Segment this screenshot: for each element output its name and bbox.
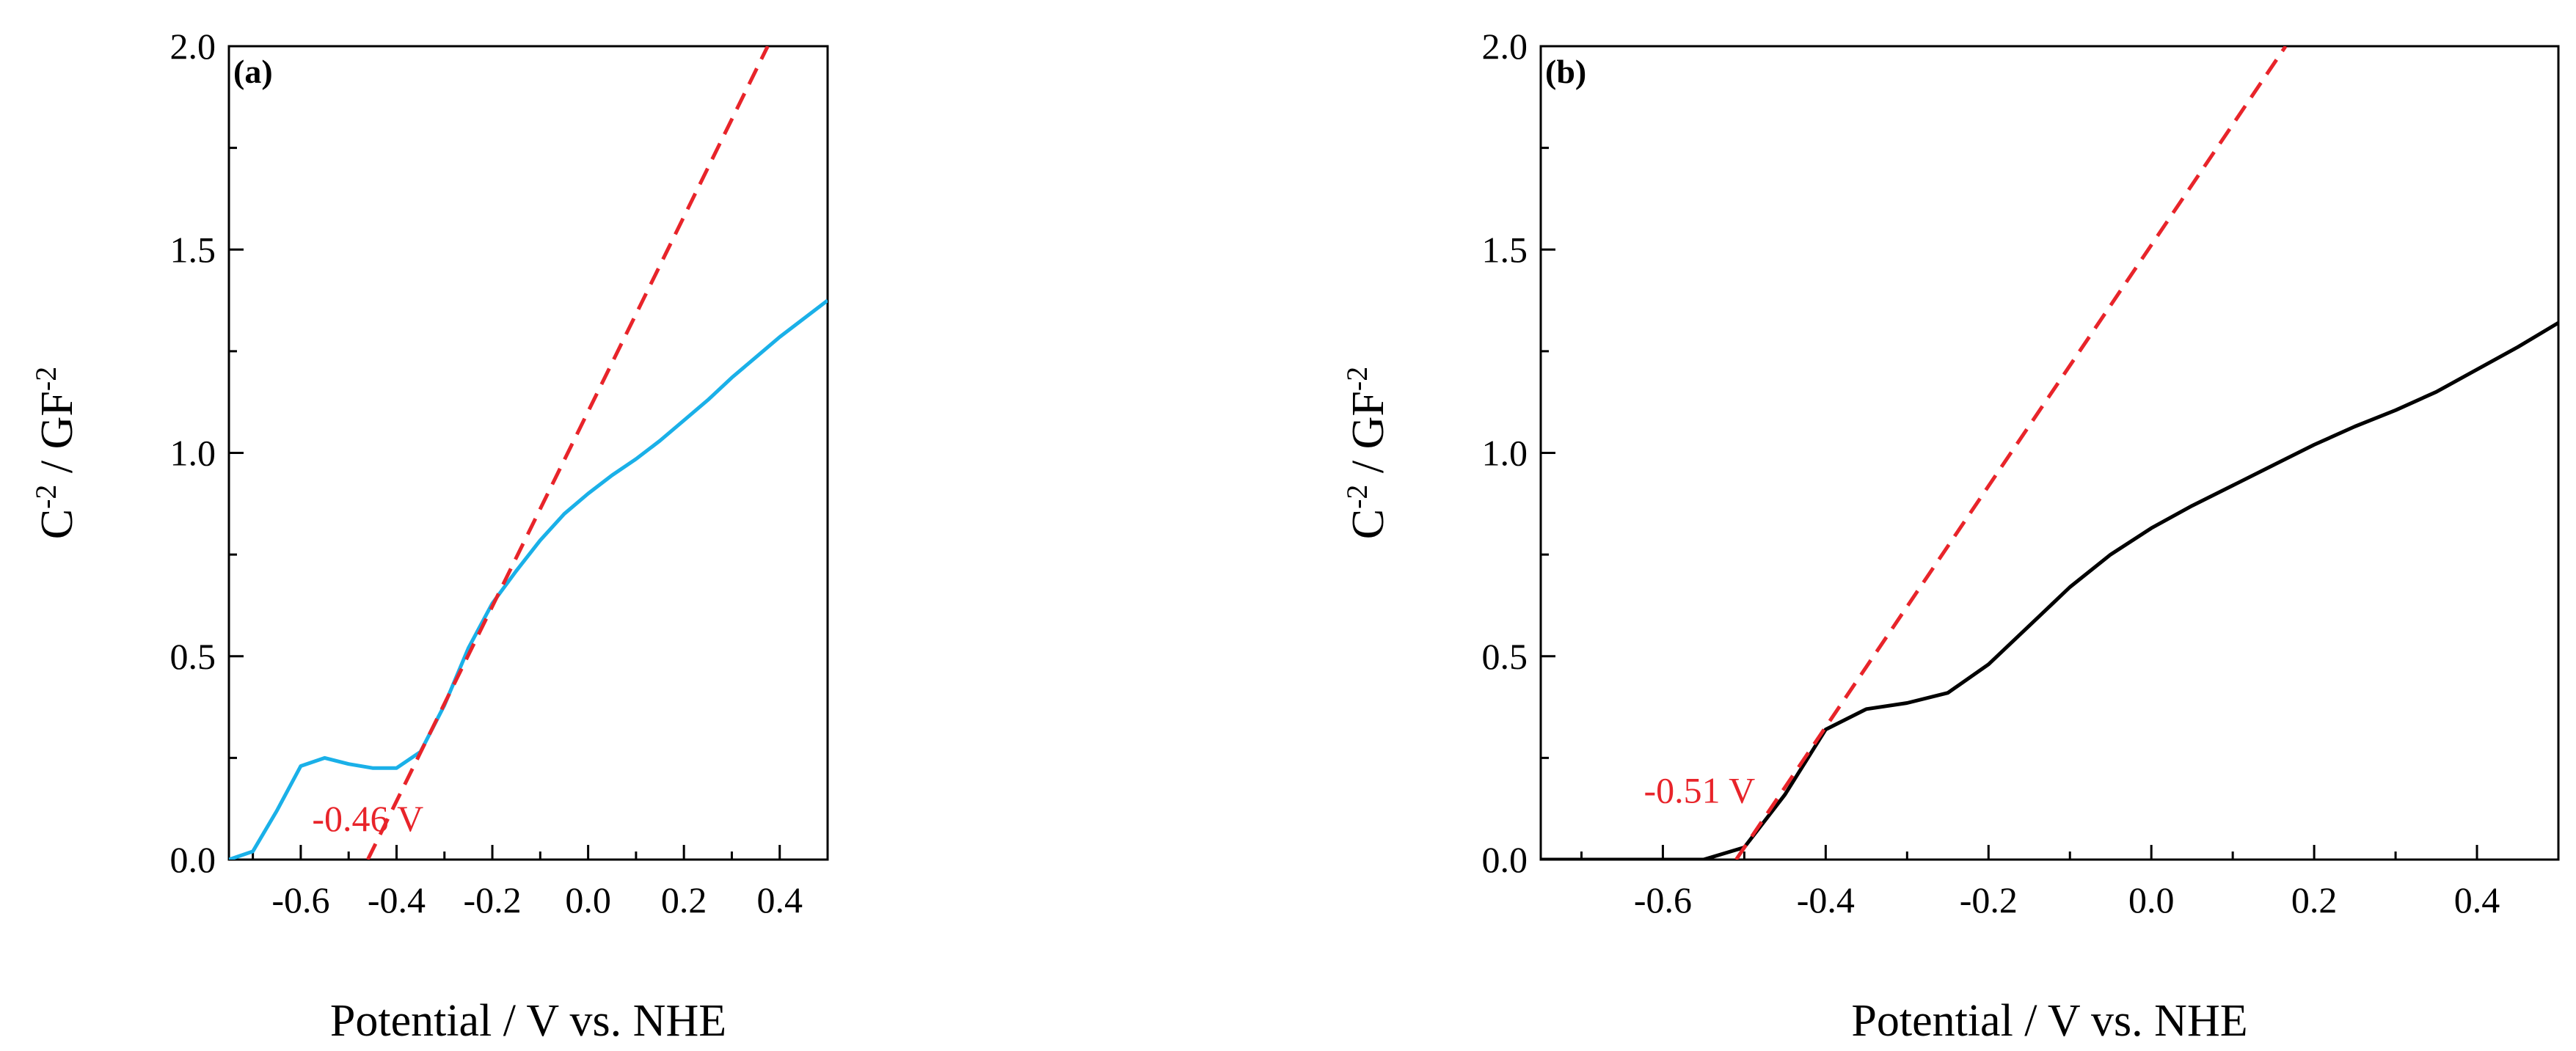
y-axis-label-superscript: -2 xyxy=(29,367,62,391)
y-tick-label: 1.5 xyxy=(170,229,216,270)
data-series-line xyxy=(1541,321,2558,860)
x-tick-label: -0.4 xyxy=(1797,879,1855,920)
y-tick-label: 2.0 xyxy=(170,26,216,67)
plot-frame xyxy=(1539,45,2560,861)
y-tick-label: 0.0 xyxy=(170,839,216,880)
x-tick-label: 0.0 xyxy=(2128,879,2175,920)
y-axis-label-part: C xyxy=(1343,509,1393,539)
y-axis-label: C-2 / GF-2 xyxy=(29,367,83,540)
y-axis-label-superscript: -2 xyxy=(1340,485,1373,509)
intercept-annotation: -0.46 V xyxy=(312,798,423,839)
x-tick-label: 0.4 xyxy=(756,879,803,920)
x-tick-label: 0.0 xyxy=(565,879,611,920)
y-tick-label: 1.0 xyxy=(1482,433,1528,474)
y-axis-label-superscript: -2 xyxy=(29,485,62,509)
x-tick-label: -0.6 xyxy=(1634,879,1692,920)
intercept-annotation: -0.51 V xyxy=(1643,769,1755,810)
x-tick-label: 0.2 xyxy=(661,879,707,920)
y-tick-label: 2.0 xyxy=(1482,26,1528,67)
x-tick-label: 0.4 xyxy=(2454,879,2500,920)
y-axis-label-part: / GF xyxy=(32,391,82,484)
panel-b: -0.6 -0.4 -0.2 0.0 0.2 0.4 0.0 0.5 1.0 1.5 2.0 Pote… xyxy=(1340,26,2560,1046)
y-axis-label-part: / GF xyxy=(1343,391,1393,484)
x-tick-label: 0.2 xyxy=(2291,879,2338,920)
panel-a: -0.6 -0.4 -0.2 0.0 0.2 0.4 0.0 0.5 1.0 1.5 2.0 Pote… xyxy=(29,26,829,1046)
x-tick-label: -0.4 xyxy=(368,879,426,920)
plot-frame xyxy=(227,45,829,861)
y-axis-label: C-2 / GF-2 xyxy=(1340,367,1394,540)
x-tick-label: -0.6 xyxy=(271,879,329,920)
linear-fit-dashed-line xyxy=(366,46,770,860)
y-tick-label: 0.5 xyxy=(170,636,216,677)
x-axis-label: Potential / V vs. NHE xyxy=(1851,996,2247,1046)
panel-label: (b) xyxy=(1545,53,1586,90)
x-tick-label: -0.2 xyxy=(463,879,521,920)
y-tick-label: 0.5 xyxy=(1482,636,1528,677)
y-tick-label: 1.5 xyxy=(1482,229,1528,270)
x-tick-label: -0.2 xyxy=(1960,879,2018,920)
panel-label: (a) xyxy=(233,53,273,90)
y-axis-label-part: C xyxy=(32,509,82,539)
y-axis-label-superscript: -2 xyxy=(1340,367,1373,391)
data-series-line xyxy=(229,299,828,860)
y-tick-label: 1.0 xyxy=(170,433,216,474)
y-tick-label: 0.0 xyxy=(1482,839,1528,880)
x-axis-label: Potential / V vs. NHE xyxy=(330,996,726,1046)
linear-fit-dashed-line xyxy=(1734,46,2288,860)
